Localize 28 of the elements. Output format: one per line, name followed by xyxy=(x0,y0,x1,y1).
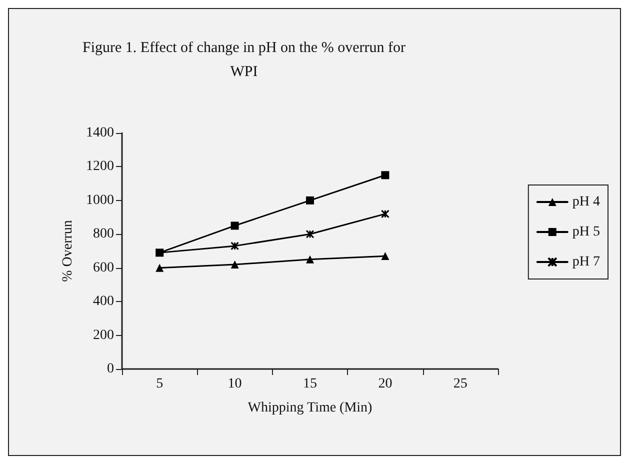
point xyxy=(230,222,239,230)
point xyxy=(306,255,314,264)
x-tick-label: 15 xyxy=(303,376,317,392)
legend-label: pH 5 xyxy=(572,224,600,240)
x-axis-title: Whipping Time (Min) xyxy=(248,400,373,416)
x-tick-label: 20 xyxy=(378,376,392,392)
point xyxy=(381,171,390,180)
legend-label: pH 4 xyxy=(572,194,600,210)
y-tick-label: 800 xyxy=(93,226,114,242)
y-tick-label: 600 xyxy=(93,260,114,276)
y-tick-label: 1400 xyxy=(86,126,114,140)
legend-label: pH 7 xyxy=(572,254,600,270)
y-tick-label: 0 xyxy=(107,362,114,376)
point xyxy=(230,242,240,250)
y-tick-label: 400 xyxy=(93,294,114,310)
point xyxy=(381,252,390,260)
point xyxy=(306,196,314,204)
x-tick-label: 5 xyxy=(156,376,164,392)
point xyxy=(306,230,314,238)
y-tick-label: 1000 xyxy=(86,192,114,208)
y-axis-title: % Overrun xyxy=(60,220,76,282)
y-tick-label: 200 xyxy=(93,328,114,343)
x-tick-label: 10 xyxy=(228,376,242,392)
point xyxy=(230,260,239,268)
x-tick-label: 25 xyxy=(453,376,468,392)
point xyxy=(156,264,164,272)
chart-title: Figure 1. Effect of change in pH on the % overrun for WPI xyxy=(82,40,406,80)
y-tick-label: 1200 xyxy=(86,159,114,174)
